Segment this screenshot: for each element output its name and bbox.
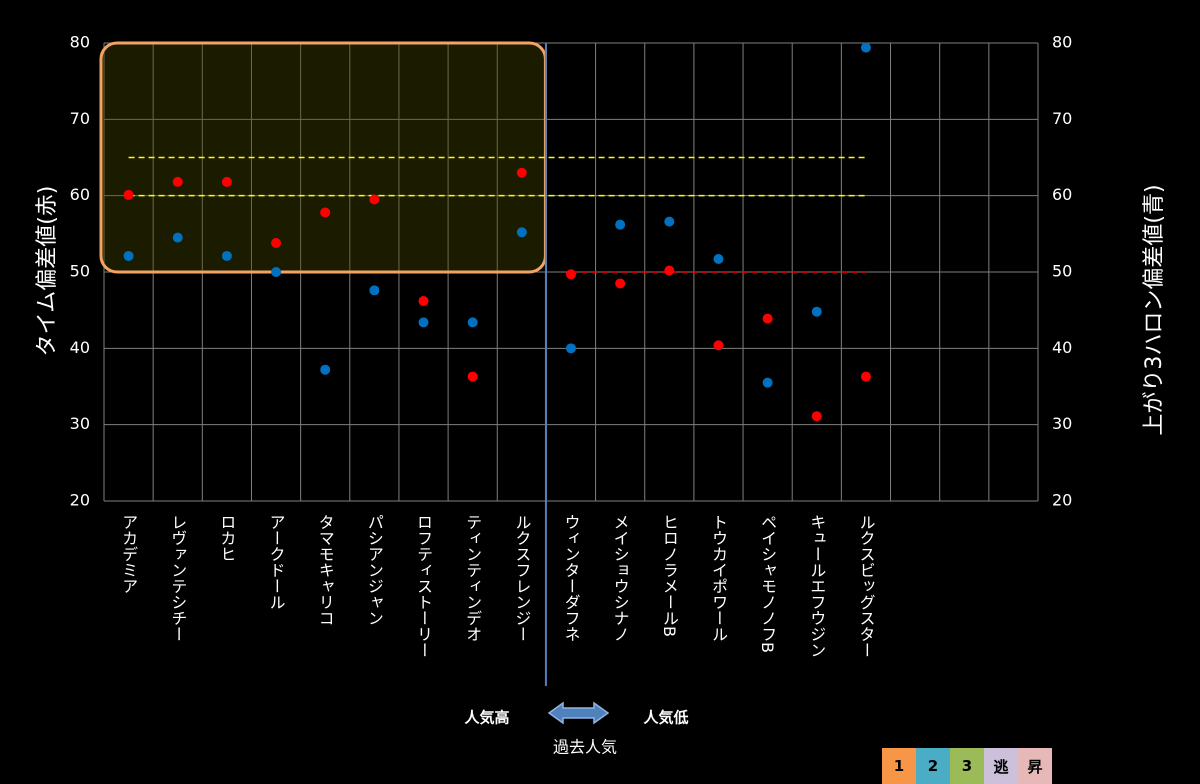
y-axis-right-ticks: 20 30 40 50 60 70 80 — [1052, 33, 1072, 510]
legend-cell-2: 2 — [916, 748, 950, 784]
point-last3f-blue — [467, 317, 478, 328]
point-time-red — [271, 237, 282, 248]
point-last3f-blue — [221, 250, 232, 261]
point-last3f-blue — [271, 267, 282, 277]
x-axis-labels: アカデミア レヴァンテシチー ロカヒ アークドール タマモキャリコ パシアンジャン ロフティ… — [119, 514, 875, 658]
point-time-red — [369, 194, 380, 205]
reference-lines — [128, 156, 866, 273]
legend-cell-promotion: 昇 — [1018, 748, 1052, 784]
point-time-red — [320, 207, 331, 218]
y-tick-right: 30 — [1052, 414, 1072, 433]
point-last3f-blue — [369, 285, 380, 296]
point-time-red — [811, 411, 822, 422]
point-time-red — [615, 278, 626, 289]
y-tick-left: 50 — [70, 262, 90, 281]
x-tick-label: アークドール — [267, 514, 286, 610]
point-time-red — [566, 269, 576, 280]
legend-cell-1: 1 — [882, 748, 916, 784]
x-tick-label: ウィンターダフネ — [562, 514, 581, 642]
double-arrow-icon — [547, 701, 610, 725]
point-last3f-blue — [123, 250, 134, 261]
x-tick-label: レヴァンテシチー — [168, 514, 187, 642]
point-time-red — [172, 176, 183, 187]
y-tick-left: 20 — [70, 491, 90, 510]
y-tick-right: 50 — [1052, 262, 1072, 281]
point-time-red — [221, 176, 232, 187]
y-tick-left: 60 — [70, 185, 90, 204]
point-last3f-blue — [664, 216, 675, 227]
x-tick-label: ヒロノラメールB — [660, 514, 679, 637]
y-axis-right-label: 上がり3ハロン偏差値(青) — [1142, 184, 1167, 435]
point-time-red — [762, 313, 773, 324]
annotation-popular-low: 人気低 — [643, 709, 688, 727]
legend-color-key: 1 2 3 逃 昇 — [882, 748, 1052, 784]
point-last3f-blue — [566, 343, 576, 354]
point-time-red — [516, 167, 527, 178]
point-last3f-blue — [860, 42, 871, 53]
point-last3f-blue — [320, 364, 331, 375]
x-tick-label: タマモキャリコ — [316, 514, 335, 626]
x-tick-label: トウカイポワール — [709, 514, 728, 642]
x-tick-label: ルクスフレンジー — [512, 514, 531, 642]
point-time-red — [664, 265, 675, 276]
x-tick-label: ロフティストーリー — [414, 514, 433, 658]
point-last3f-blue — [811, 306, 822, 317]
annotation-popular-high: 人気高 — [464, 709, 509, 727]
y-tick-right: 70 — [1052, 109, 1072, 128]
point-last3f-blue — [418, 317, 429, 328]
x-tick-label: アカデミア — [119, 514, 138, 594]
y-axis-left-label: タイム偏差値(赤) — [35, 186, 60, 357]
y-tick-left: 70 — [70, 109, 90, 128]
y-tick-left: 80 — [70, 33, 90, 52]
x-tick-label: ロカヒ — [217, 514, 236, 562]
x-tick-label: ティンティンデオ — [463, 514, 482, 642]
y-tick-right: 80 — [1052, 33, 1072, 52]
x-tick-label: ルクスビッグスター — [856, 514, 875, 658]
x-tick-label: メイショウシナノ — [611, 514, 630, 642]
x-tick-label: ペイシャモノノフB — [758, 514, 777, 653]
legend-cell-3: 3 — [950, 748, 984, 784]
point-last3f-blue — [172, 232, 183, 243]
point-last3f-blue — [762, 377, 773, 388]
legend-cell-escape: 逃 — [984, 748, 1018, 784]
y-tick-left: 40 — [70, 338, 90, 357]
y-axis-left-ticks: 20 30 40 50 60 70 80 — [70, 33, 90, 510]
y-tick-right: 40 — [1052, 338, 1072, 357]
point-time-red — [467, 371, 478, 382]
x-tick-label: パシアンジャン — [365, 514, 384, 626]
point-time-red — [123, 189, 134, 200]
y-tick-left: 30 — [70, 414, 90, 433]
y-tick-right: 60 — [1052, 185, 1072, 204]
y-tick-right: 20 — [1052, 491, 1072, 510]
data-points — [123, 42, 871, 422]
annotation-past-popularity: 過去人気 — [553, 738, 617, 757]
point-last3f-blue — [516, 227, 527, 238]
point-time-red — [713, 340, 724, 351]
x-tick-label: キュールエフウジン — [807, 514, 826, 658]
point-time-red — [860, 371, 871, 382]
point-time-red — [418, 296, 429, 307]
point-last3f-blue — [713, 254, 724, 265]
point-last3f-blue — [615, 219, 626, 230]
